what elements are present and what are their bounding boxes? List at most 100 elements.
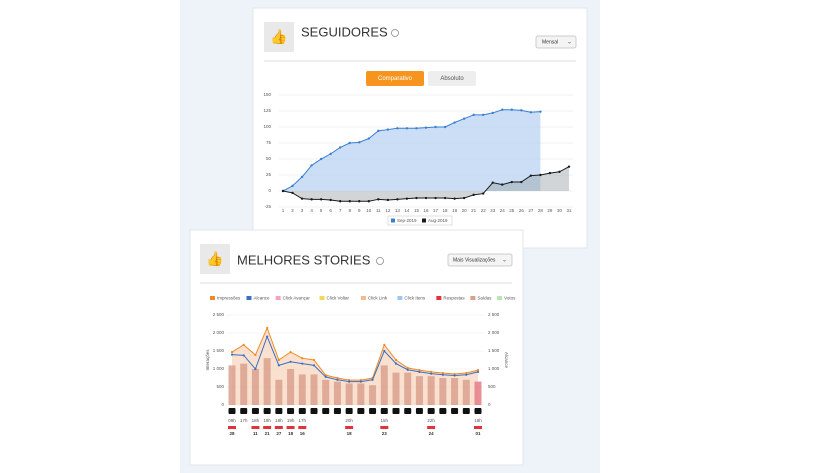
point bbox=[415, 127, 418, 130]
card-title: SEGUIDORES bbox=[301, 24, 388, 39]
y-tick-label: 0 bbox=[268, 188, 271, 193]
point bbox=[386, 128, 390, 131]
x-tick-label: 4 bbox=[310, 208, 313, 213]
bar bbox=[357, 383, 365, 405]
date-tag bbox=[263, 426, 272, 429]
point bbox=[424, 126, 428, 129]
point bbox=[472, 113, 475, 117]
legend-label: Click Voltar bbox=[327, 295, 350, 300]
legend bbox=[387, 215, 453, 226]
x-tick-label: 3 bbox=[301, 208, 304, 213]
legend-label: Click Avançar bbox=[283, 295, 311, 300]
x-tick-label: 14 bbox=[404, 208, 410, 213]
x-tick-label: 12 bbox=[385, 208, 391, 213]
point bbox=[386, 198, 390, 202]
point bbox=[529, 111, 533, 114]
help-icon[interactable] bbox=[376, 257, 384, 265]
date-label: 28 bbox=[229, 431, 235, 436]
point bbox=[520, 109, 523, 112]
y-tick-label: 100 bbox=[263, 124, 271, 129]
date-label: 23 bbox=[382, 431, 388, 436]
x-tick-label: 21 bbox=[471, 208, 477, 213]
point bbox=[396, 198, 399, 201]
point bbox=[405, 197, 409, 200]
bar bbox=[415, 376, 423, 405]
dropdown-label: Mensal bbox=[542, 39, 558, 45]
point bbox=[319, 198, 323, 201]
legend-label: Sep-2019 bbox=[397, 218, 417, 223]
date-label: 18 bbox=[347, 431, 353, 436]
point bbox=[453, 374, 456, 377]
x-tick-label: 10 bbox=[366, 208, 372, 213]
x-tick-label: 19 bbox=[452, 208, 458, 213]
point bbox=[266, 326, 269, 330]
story-thumbnail bbox=[439, 408, 447, 414]
button[interactable] bbox=[428, 71, 476, 86]
bar bbox=[310, 374, 318, 405]
point bbox=[289, 350, 292, 354]
legend-label: Aug-2019 bbox=[428, 218, 448, 223]
point bbox=[510, 180, 513, 184]
point bbox=[430, 372, 433, 375]
y2-axis-title: Alcance bbox=[504, 352, 509, 369]
dropdown[interactable] bbox=[535, 35, 577, 49]
legend-label: Impressões bbox=[217, 295, 241, 300]
story-thumbnail bbox=[427, 408, 435, 414]
help-icon[interactable] bbox=[391, 29, 399, 37]
point bbox=[434, 196, 437, 200]
point bbox=[301, 362, 304, 365]
dropdown-label: Mais Visualizações bbox=[453, 257, 496, 263]
point bbox=[482, 192, 485, 195]
story-thumbnail bbox=[380, 408, 388, 414]
card-title: MELHORES STORIES bbox=[237, 252, 371, 267]
point bbox=[289, 360, 292, 363]
point bbox=[476, 368, 480, 372]
point bbox=[277, 364, 280, 367]
legend-swatch bbox=[391, 218, 395, 223]
x-tick-label: 18h bbox=[275, 418, 283, 423]
date-tag bbox=[345, 426, 354, 429]
bar bbox=[322, 379, 330, 405]
dropdown[interactable] bbox=[447, 253, 513, 267]
story-thumbnail bbox=[251, 408, 259, 414]
point bbox=[324, 375, 327, 379]
bar bbox=[392, 372, 400, 405]
point bbox=[418, 368, 421, 372]
date-label: 21 bbox=[265, 431, 271, 436]
bar bbox=[228, 365, 236, 405]
line bbox=[282, 109, 541, 192]
legend-label: Click Link bbox=[368, 295, 388, 300]
x-tick-label: 19h bbox=[263, 418, 271, 423]
story-thumbnail bbox=[369, 408, 377, 414]
y2-tick-label: 500 bbox=[488, 384, 496, 389]
legend-label: Alcance bbox=[254, 295, 271, 300]
x-tick-label: 22h bbox=[427, 418, 435, 423]
story-thumbnail bbox=[287, 408, 295, 414]
point bbox=[377, 198, 380, 201]
point bbox=[558, 170, 561, 173]
point bbox=[312, 364, 316, 367]
x-tick-label: 20h bbox=[345, 418, 353, 423]
x-tick-label: 5 bbox=[320, 208, 323, 213]
point bbox=[277, 358, 280, 362]
y-tick-label: 2 500 bbox=[213, 312, 225, 317]
point bbox=[367, 137, 370, 140]
y-tick-label: 25 bbox=[266, 172, 272, 177]
point bbox=[453, 121, 456, 124]
date-tag bbox=[427, 426, 436, 429]
x-tick-label: 27 bbox=[528, 208, 534, 213]
story-thumbnail bbox=[462, 408, 470, 414]
button[interactable] bbox=[366, 71, 424, 86]
point bbox=[406, 368, 409, 371]
point bbox=[230, 350, 234, 354]
legend-label: Respostas bbox=[443, 295, 465, 300]
point bbox=[339, 146, 342, 149]
point bbox=[548, 171, 552, 175]
x-tick-label: 15 bbox=[414, 208, 420, 213]
point bbox=[348, 200, 351, 203]
x-tick-label: 7 bbox=[339, 208, 342, 213]
line bbox=[231, 335, 479, 383]
point bbox=[358, 200, 361, 203]
point bbox=[300, 175, 304, 179]
point bbox=[348, 380, 351, 383]
